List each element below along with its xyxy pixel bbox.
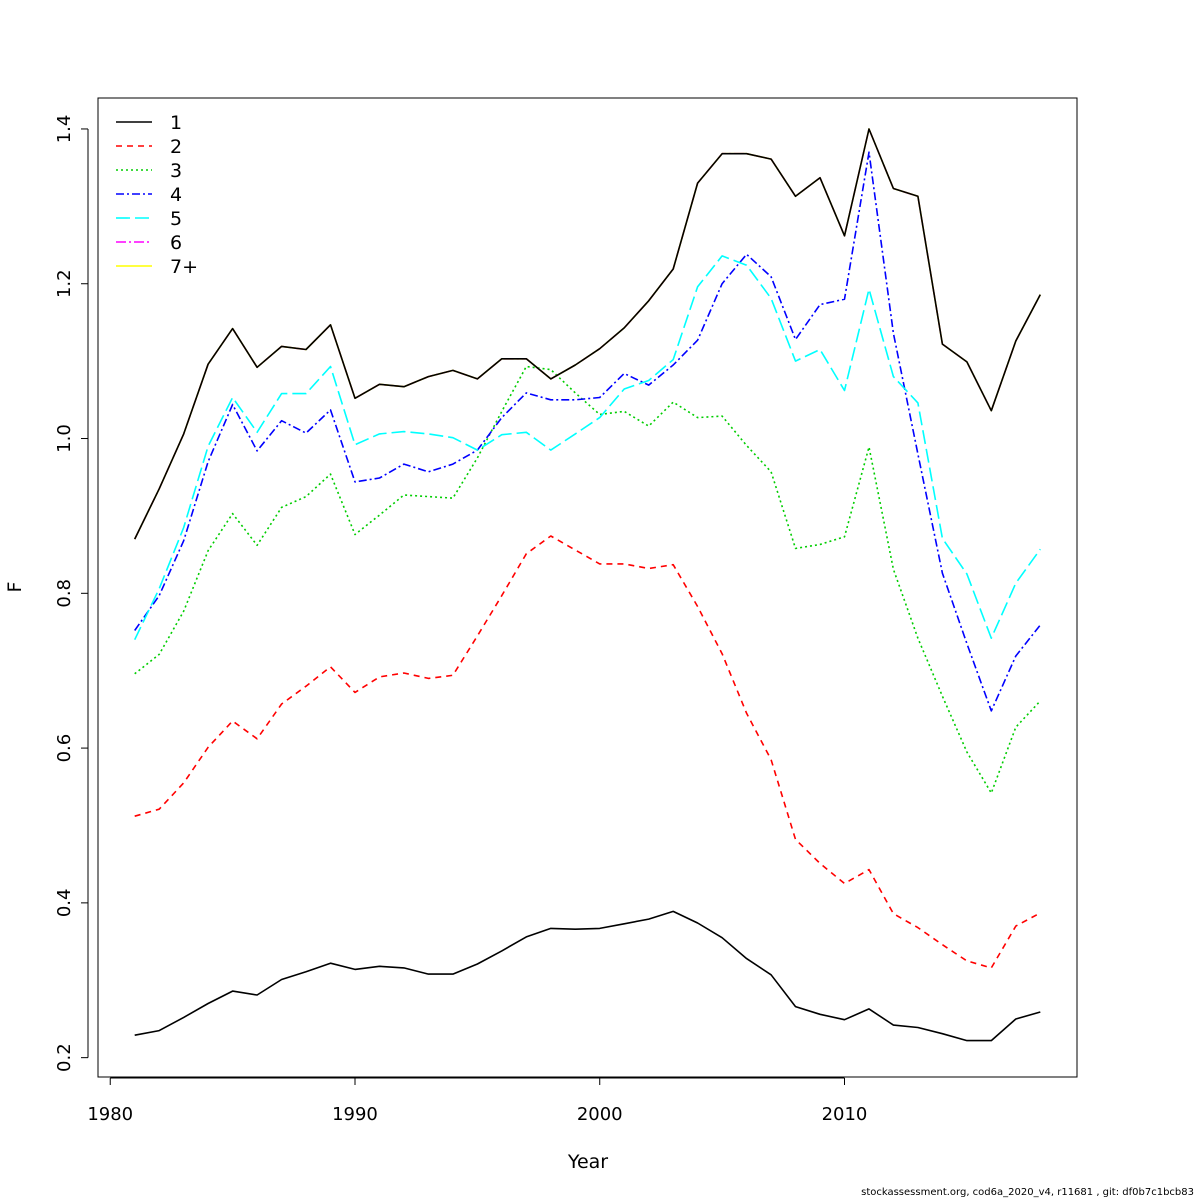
series-layer [133, 128, 1042, 1042]
x-tick-label: 2010 [822, 1104, 868, 1125]
y-tick-label: 0.6 [54, 734, 75, 763]
series-line-1 [134, 910, 1041, 1042]
y-axis-title: F [4, 582, 26, 593]
y-tick-label: 1.0 [54, 424, 75, 453]
y-tick-label: 0.2 [54, 1043, 75, 1072]
footer-caption: stockassessment.org, cod6a_2020_v4, r116… [861, 1187, 1194, 1198]
legend-label: 7+ [170, 256, 198, 278]
series-line-4 [134, 151, 1041, 712]
x-axis: 1980 1990 2000 2010 [87, 1077, 868, 1125]
y-tick-label: 0.4 [54, 889, 75, 918]
y-tick-label: 1.4 [54, 115, 75, 144]
x-tick-label: 2000 [577, 1104, 623, 1125]
legend-label: 5 [170, 208, 182, 230]
plot-frame [97, 97, 1078, 1078]
legend-label: 4 [170, 184, 182, 206]
x-tick-label: 1990 [332, 1104, 378, 1125]
series-line-overlay [133, 128, 1042, 540]
y-axis: 0.2 0.4 0.6 0.8 1.0 1.2 1.4 [54, 115, 89, 1072]
y-tick-label: 1.2 [54, 269, 75, 298]
x-tick-label: 1980 [87, 1104, 133, 1125]
y-tick-label: 0.8 [54, 579, 75, 608]
legend-label: 6 [170, 232, 182, 254]
legend-label: 1 [170, 112, 182, 134]
legend-label: 3 [170, 160, 182, 182]
series-line-7plus [133, 128, 1042, 540]
series-line-6 [133, 128, 1042, 540]
x-axis-title: Year [567, 1151, 608, 1173]
series-line-3 [134, 365, 1041, 794]
legend-label: 2 [170, 136, 182, 158]
series-line-5 [133, 255, 1041, 641]
series-line-2 [134, 535, 1041, 969]
